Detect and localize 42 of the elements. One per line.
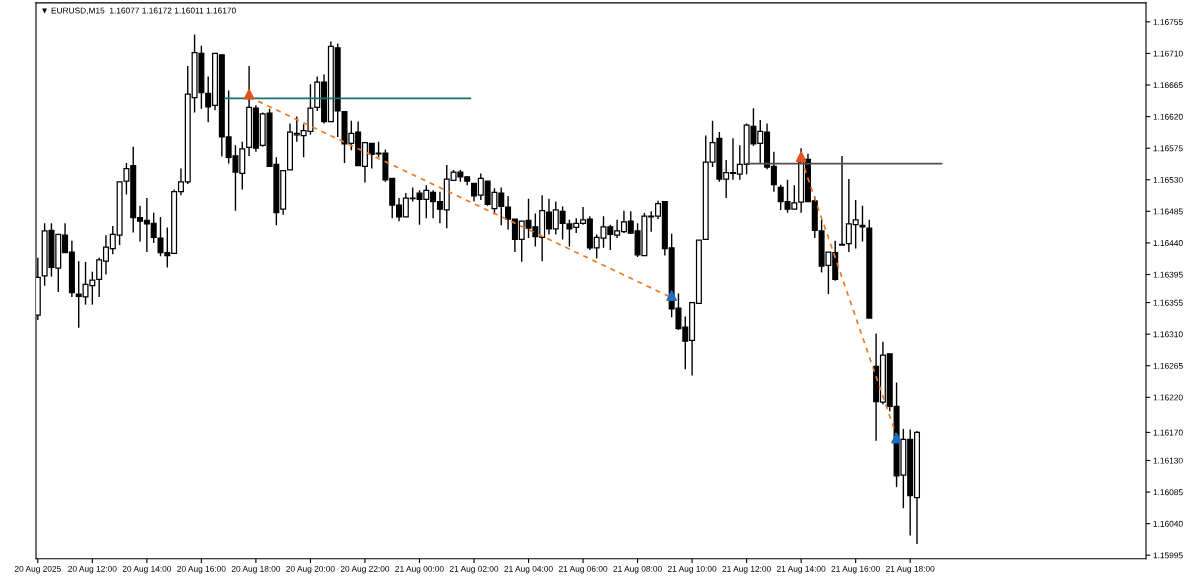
x-tick-label: 21 Aug 10:00 (667, 565, 717, 574)
point (243, 88, 255, 100)
x-tick-label: 20 Aug 12:00 (68, 565, 117, 574)
x-tick-label: 21 Aug 08:00 (613, 565, 662, 574)
y-tick-label: 1.16620 (1153, 113, 1183, 120)
y-tick-label: 1.16485 (1153, 208, 1183, 215)
x-tick-label: 21 Aug 02:00 (449, 565, 499, 574)
point (666, 290, 678, 301)
y-tick-label: 1.16575 (1153, 145, 1183, 152)
x-tick-label: 20 Aug 14:00 (122, 565, 172, 574)
x-tick-label: 21 Aug 18:00 (886, 565, 935, 574)
x-tick-label: 21 Aug 12:00 (722, 565, 771, 574)
y-tick-label: 1.16040 (1153, 520, 1183, 527)
y-tick-label: 1.16665 (1153, 82, 1183, 89)
candlestick (859, 205, 866, 243)
y-tick-label: 1.16440 (1153, 240, 1183, 247)
y-tick-label: 1.15995 (1153, 552, 1183, 559)
y-tick-label: 1.16085 (1153, 489, 1183, 496)
x-tick-label: 21 Aug 06:00 (558, 565, 608, 574)
y-tick-label: 1.16310 (1153, 331, 1183, 338)
x-tick-label: 21 Aug 00:00 (395, 565, 444, 574)
x-tick-label: 20 Aug 22:00 (340, 565, 390, 574)
x-tick-label: 21 Aug 14:00 (777, 565, 826, 574)
point (891, 432, 902, 444)
point (795, 151, 807, 162)
x-tick-label: 20 Aug 2025 (14, 565, 61, 574)
y-tick-label: 1.16130 (1153, 457, 1183, 464)
y-tick-label: 1.16265 (1153, 362, 1183, 369)
y-tick-label: 1.16710 (1153, 50, 1183, 57)
x-tick-label: 20 Aug 16:00 (177, 565, 226, 574)
y-tick-label: 1.16530 (1153, 176, 1183, 183)
chart-title: ▼ EURUSD,M15 1.16077 1.16172 1.16011 1.16170 (42, 7, 236, 15)
candlestick (839, 155, 846, 246)
x-tick-label: 21 Aug 16:00 (831, 565, 880, 574)
x-tick-label: 21 Aug 04:00 (504, 565, 553, 574)
y-tick-label: 1.16355 (1153, 299, 1183, 306)
y-tick-label: 1.16170 (1153, 429, 1183, 436)
y-tick-label: 1.16755 (1153, 19, 1183, 25)
x-tick-label: 20 Aug 20:00 (286, 565, 335, 574)
x-tick-label: 20 Aug 18:00 (231, 565, 281, 574)
y-tick-label: 1.16220 (1153, 394, 1183, 401)
y-tick-label: 1.16395 (1153, 271, 1183, 278)
